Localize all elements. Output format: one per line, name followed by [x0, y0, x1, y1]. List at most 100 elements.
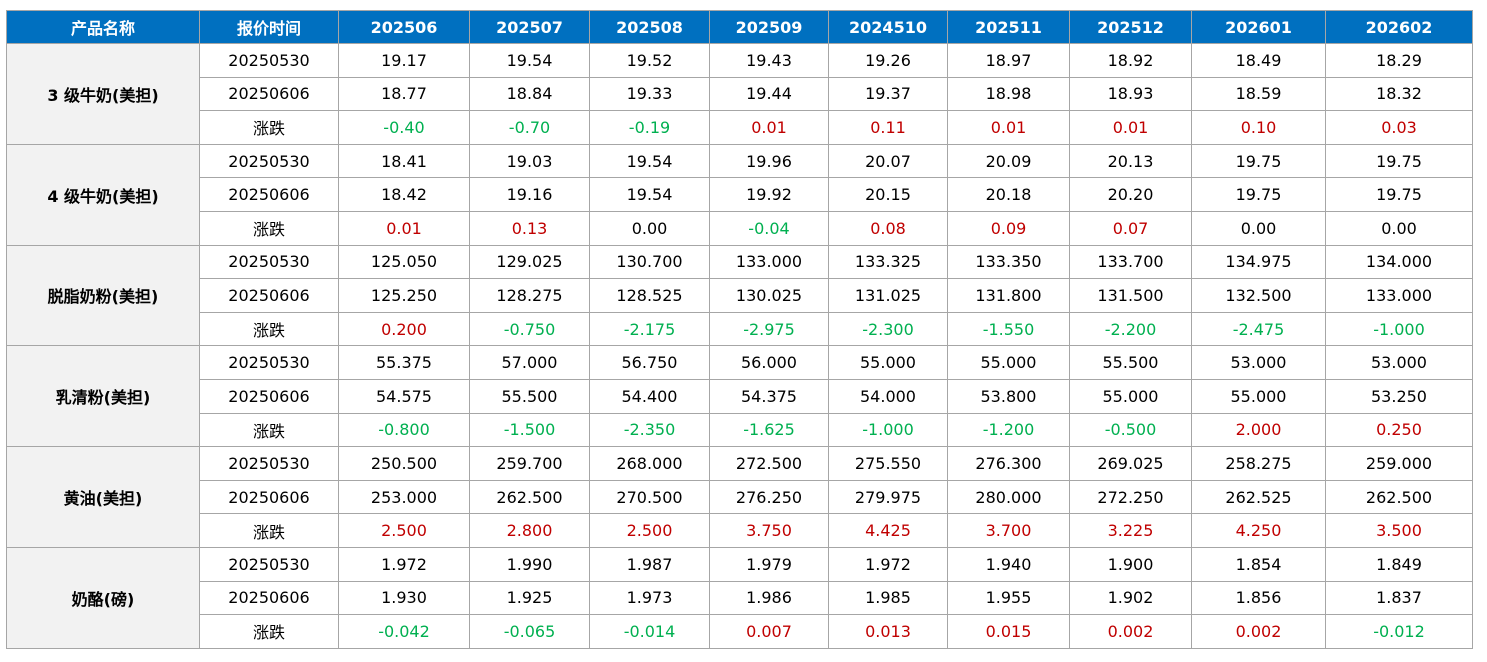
product-name-cell: 奶酪(磅) [6, 546, 200, 649]
price-cell: 55.000 [1191, 378, 1326, 414]
price-cell: 19.75 [1191, 177, 1326, 212]
price-cell: 275.550 [828, 446, 948, 481]
price-cell: 20.07 [828, 143, 948, 179]
price-cell: 19.75 [1325, 143, 1473, 179]
change-value-cell: 3.500 [1325, 513, 1473, 548]
price-cell: 20.09 [947, 143, 1070, 179]
price-cell: 1.972 [828, 546, 948, 582]
price-cell: 56.000 [709, 345, 829, 380]
quote-date-cell: 20250606 [199, 278, 339, 313]
quote-date-cell: 20250606 [199, 177, 339, 212]
change-value-cell: 0.002 [1069, 614, 1192, 649]
header-month: 202508 [589, 10, 710, 44]
price-cell: 125.050 [338, 244, 470, 280]
header-product: 产品名称 [6, 10, 200, 44]
price-cell: 19.75 [1191, 143, 1326, 179]
table-row: 涨跌 -0.40 -0.70 -0.19 0.01 0.11 0.01 0.01 0.10 0.0… [7, 110, 1473, 145]
price-cell: 269.025 [1069, 446, 1192, 481]
change-value-cell: -1.000 [1325, 311, 1473, 347]
header-month: 202507 [469, 10, 590, 44]
price-cell: 133.350 [947, 244, 1070, 280]
quote-date-cell: 20250606 [199, 580, 339, 616]
price-cell: 55.500 [1069, 345, 1192, 380]
price-cell: 20.15 [828, 177, 948, 212]
price-cell: 130.700 [589, 244, 710, 280]
price-cell: 134.000 [1325, 244, 1473, 280]
price-cell: 131.800 [947, 278, 1070, 313]
change-value-cell: -0.70 [469, 110, 590, 145]
price-cell: 19.33 [589, 76, 710, 112]
price-cell: 1.955 [947, 580, 1070, 616]
price-cell: 20.20 [1069, 177, 1192, 212]
product-name-cell: 3 级牛奶(美担) [6, 43, 200, 145]
change-value-cell: -0.012 [1325, 614, 1473, 649]
header-month: 202601 [1191, 10, 1326, 44]
change-value-cell: -2.175 [589, 311, 710, 347]
quote-date-cell: 20250606 [199, 76, 339, 112]
change-value-cell: -0.065 [469, 614, 590, 649]
change-value-cell: -0.014 [589, 614, 710, 649]
change-value-cell: 0.002 [1191, 614, 1326, 649]
change-value-cell: 0.015 [947, 614, 1070, 649]
price-cell: 55.375 [338, 345, 470, 380]
price-cell: 133.325 [828, 244, 948, 280]
change-value-cell: 0.10 [1191, 110, 1326, 145]
change-value-cell: 4.425 [828, 513, 948, 548]
price-cell: 55.000 [828, 345, 948, 380]
price-cell: 1.902 [1069, 580, 1192, 616]
price-cell: 133.000 [1325, 278, 1473, 313]
change-value-cell: 0.007 [709, 614, 829, 649]
price-cell: 1.972 [338, 546, 470, 582]
price-cell: 19.37 [828, 76, 948, 112]
change-value-cell: -1.625 [709, 412, 829, 448]
change-value-cell: 0.09 [947, 210, 1070, 246]
table-row: 20250606 54.575 55.500 54.400 54.375 54.000 53… [7, 378, 1473, 414]
change-label-cell: 涨跌 [199, 513, 339, 548]
table-row: 涨跌 0.200 -0.750 -2.175 -2.975 -2.300 -1.550 -2.… [7, 311, 1473, 347]
price-cell: 55.000 [947, 345, 1070, 380]
quote-date-cell: 20250606 [199, 378, 339, 414]
change-value-cell: 0.250 [1325, 412, 1473, 448]
change-value-cell: 0.01 [947, 110, 1070, 145]
price-cell: 19.03 [469, 143, 590, 179]
change-value-cell: 3.225 [1069, 513, 1192, 548]
change-value-cell: -0.04 [709, 210, 829, 246]
price-cell: 57.000 [469, 345, 590, 380]
price-cell: 18.93 [1069, 76, 1192, 112]
price-cell: 1.854 [1191, 546, 1326, 582]
price-cell: 54.575 [338, 378, 470, 414]
price-cell: 259.700 [469, 446, 590, 481]
price-cell: 1.986 [709, 580, 829, 616]
price-cell: 53.800 [947, 378, 1070, 414]
header-month: 202511 [947, 10, 1070, 44]
price-cell: 1.849 [1325, 546, 1473, 582]
price-cell: 1.940 [947, 546, 1070, 582]
change-value-cell: 2.000 [1191, 412, 1326, 448]
price-cell: 253.000 [338, 479, 470, 515]
price-cell: 131.025 [828, 278, 948, 313]
price-cell: 19.44 [709, 76, 829, 112]
table-row: 脱脂奶粉(美担) 20250530 125.050 129.025 130.700 133… [6, 244, 1473, 347]
price-cell: 276.300 [947, 446, 1070, 481]
header-month: 2024510 [828, 10, 948, 44]
header-quote-date: 报价时间 [199, 10, 339, 44]
price-cell: 18.42 [338, 177, 470, 212]
change-value-cell: 3.750 [709, 513, 829, 548]
price-cell: 18.32 [1325, 76, 1473, 112]
product-name-cell: 4 级牛奶(美担) [6, 143, 200, 246]
price-cell: 280.000 [947, 479, 1070, 515]
price-cell: 19.96 [709, 143, 829, 179]
price-cell: 1.930 [338, 580, 470, 616]
quote-date-cell: 20250530 [199, 43, 339, 78]
change-value-cell: 0.01 [1069, 110, 1192, 145]
price-cell: 54.000 [828, 378, 948, 414]
price-cell: 131.500 [1069, 278, 1192, 313]
quote-date-cell: 20250530 [199, 244, 339, 280]
table-row: 涨跌 0.01 0.13 0.00 -0.04 0.08 0.09 0.07 0.00 0.00 [7, 210, 1473, 246]
table-row: 乳清粉(美担) 20250530 55.375 57.000 56.750 56.000 5… [6, 345, 1473, 448]
change-value-cell: -1.200 [947, 412, 1070, 448]
price-cell: 133.000 [709, 244, 829, 280]
price-cell: 18.97 [947, 43, 1070, 78]
change-value-cell: 0.07 [1069, 210, 1192, 246]
header-month: 202509 [709, 10, 829, 44]
